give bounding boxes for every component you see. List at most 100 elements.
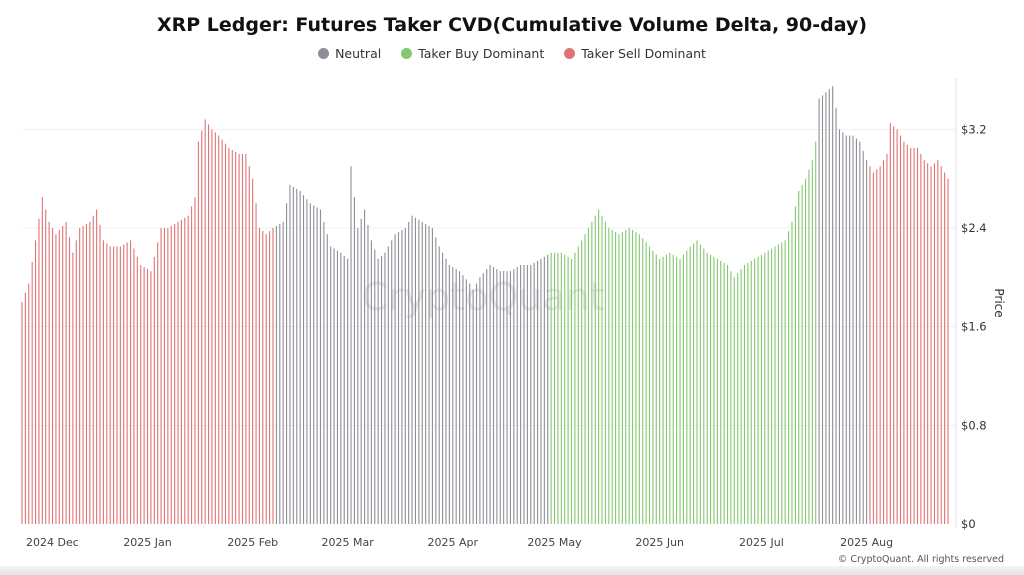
price-bar — [387, 246, 389, 524]
price-bar — [414, 217, 417, 524]
price-bar — [391, 240, 393, 524]
price-bar — [923, 160, 925, 525]
price-bar — [642, 238, 644, 524]
price-bar — [272, 228, 274, 524]
price-bar — [737, 273, 739, 524]
price-bar — [340, 252, 342, 525]
price-bar — [75, 240, 77, 524]
price-bar — [357, 228, 359, 524]
price-bar — [557, 252, 559, 525]
price-bar — [665, 254, 668, 524]
price-bar — [82, 225, 84, 524]
price-bar — [55, 234, 57, 525]
price-bar — [401, 230, 403, 524]
price-bar — [638, 234, 640, 525]
price-bar — [849, 135, 851, 524]
price-bar — [845, 135, 847, 524]
price-bar — [269, 231, 271, 524]
price-bar — [228, 147, 230, 524]
price-bar — [316, 207, 318, 524]
price-bar — [492, 267, 495, 524]
price-bar — [838, 129, 841, 524]
price-bar — [296, 188, 298, 524]
price-bar — [927, 163, 929, 524]
price-bar — [418, 219, 420, 524]
price-bar — [842, 132, 844, 525]
x-tick-label: 2025 Jan — [123, 536, 171, 549]
price-bar — [730, 271, 732, 524]
price-bar — [503, 271, 505, 524]
price-bar — [197, 141, 199, 525]
price-bar — [187, 215, 189, 525]
price-bar — [879, 166, 881, 524]
price-bar — [771, 248, 773, 524]
price-bar — [788, 231, 790, 524]
price-bar — [45, 209, 47, 524]
price-bar — [126, 242, 128, 524]
legend-label-neutral: Neutral — [335, 46, 382, 61]
price-bar — [248, 166, 250, 524]
price-bar — [469, 283, 471, 524]
price-bar — [804, 178, 807, 525]
price-bar — [828, 89, 830, 524]
price-bar — [279, 223, 281, 524]
price-bar — [635, 232, 637, 525]
legend-item-neutral[interactable]: Neutral — [318, 46, 381, 61]
price-bar — [211, 129, 213, 524]
price-bar — [309, 203, 311, 524]
price-bar — [163, 228, 166, 524]
legend-label-buy: Taker Buy Dominant — [418, 46, 545, 61]
price-bar — [333, 248, 335, 524]
price-bar — [31, 261, 33, 524]
price-bar — [459, 271, 461, 524]
price-bar — [611, 230, 613, 524]
price-bar — [235, 151, 237, 524]
price-bar — [781, 242, 783, 524]
legend-dot-buy — [401, 48, 413, 59]
legend[interactable]: Neutral Taker Buy Dominant Taker Sell Do… — [0, 46, 1024, 61]
price-bar — [343, 255, 345, 524]
price-bar — [808, 169, 810, 525]
price-bar — [462, 275, 464, 524]
price-bar — [62, 225, 64, 524]
price-bar — [475, 283, 478, 524]
price-bar — [445, 258, 447, 524]
price-bar — [353, 197, 355, 525]
price-bar — [68, 237, 71, 524]
price-bar — [201, 130, 203, 524]
price-bar — [910, 147, 912, 524]
price-bar — [428, 225, 430, 524]
chart-title: XRP Ledger: Futures Taker CVD(Cumulative… — [156, 14, 868, 36]
price-bar — [323, 221, 325, 524]
price-bar — [364, 209, 366, 524]
price-bar — [933, 163, 935, 524]
price-bar — [129, 240, 132, 524]
price-bar — [801, 184, 803, 524]
price-bar — [716, 258, 718, 524]
price-bar — [944, 172, 946, 524]
copyright-text: © CryptoQuant. All rights reserved — [837, 554, 1004, 565]
price-bar — [625, 230, 627, 524]
price-bar — [784, 240, 786, 524]
price-bar — [224, 143, 227, 524]
price-bar — [146, 269, 149, 524]
legend-item-sell[interactable]: Taker Sell Dominant — [564, 46, 706, 61]
price-bar — [947, 178, 949, 525]
price-bar — [632, 230, 634, 524]
price-bar — [818, 98, 820, 524]
price-bar — [679, 258, 681, 524]
price-bar — [435, 237, 437, 524]
price-bar — [726, 265, 729, 524]
legend-item-buy[interactable]: Taker Buy Dominant — [401, 46, 544, 61]
price-bar — [286, 203, 288, 524]
price-bar — [221, 139, 223, 525]
price-bar — [686, 250, 688, 525]
price-bar — [896, 129, 898, 524]
price-bar — [720, 260, 722, 524]
price-bar — [116, 246, 118, 524]
price-bar — [292, 186, 294, 524]
price-bar — [38, 218, 40, 524]
price-bar — [764, 252, 766, 525]
price-bar — [760, 254, 762, 524]
